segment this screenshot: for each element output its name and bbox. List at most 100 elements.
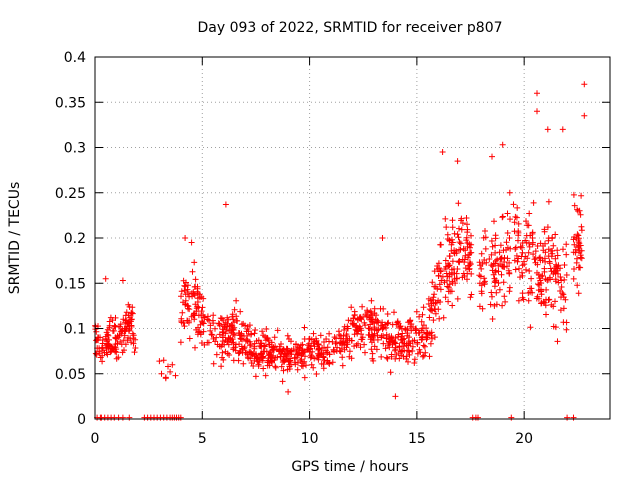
data-point (233, 297, 240, 304)
data-point (182, 283, 189, 290)
data-point (370, 357, 377, 364)
data-point (261, 348, 268, 355)
data-point (426, 353, 433, 360)
data-point (375, 319, 382, 325)
data-point (561, 262, 568, 268)
data-point (112, 314, 119, 321)
data-point (368, 346, 375, 353)
data-point (497, 255, 504, 262)
data-point (222, 348, 229, 355)
data-point (299, 341, 306, 348)
data-point (177, 414, 184, 421)
y-axis-label: SRMTID / TECUs (7, 182, 23, 295)
data-point (228, 322, 235, 329)
data-point (358, 316, 365, 323)
data-point (457, 240, 464, 247)
data-point (212, 325, 218, 332)
data-point (252, 327, 259, 333)
data-point (341, 342, 348, 349)
data-point (499, 214, 506, 221)
data-point (106, 318, 113, 325)
data-point (99, 340, 106, 347)
data-point (557, 307, 564, 314)
data-point (428, 302, 435, 309)
data-point (294, 344, 301, 350)
data-point (489, 243, 496, 250)
data-point (177, 339, 184, 346)
data-point (337, 339, 344, 346)
data-point (240, 360, 247, 367)
data-point (532, 248, 539, 255)
data-point (422, 349, 429, 356)
data-point (224, 320, 231, 327)
data-point (374, 336, 381, 343)
data-point (519, 290, 526, 297)
data-point (526, 210, 533, 217)
data-point (487, 301, 494, 308)
data-point (419, 311, 426, 318)
data-point (468, 291, 475, 298)
x-tick-label: 15 (408, 431, 426, 447)
data-point (333, 339, 340, 346)
data-point (210, 312, 217, 319)
data-point (540, 247, 547, 254)
y-tick-label: 0.1 (64, 322, 86, 338)
data-point (500, 279, 507, 286)
data-point (272, 363, 279, 370)
data-point (294, 351, 301, 357)
data-point (181, 282, 188, 289)
data-point (382, 345, 389, 352)
data-point (486, 256, 493, 262)
data-point (492, 267, 499, 274)
data-point (523, 266, 529, 273)
data-point (213, 334, 220, 341)
data-point (552, 255, 559, 262)
data-point (493, 289, 500, 296)
data-point (189, 268, 196, 275)
data-point (430, 317, 437, 324)
data-point (250, 350, 257, 356)
data-point (451, 250, 458, 257)
data-point (364, 307, 371, 314)
data-point (467, 294, 474, 301)
data-point (339, 362, 346, 369)
data-point (478, 250, 485, 257)
x-tick-label: 10 (301, 431, 319, 447)
data-point (521, 258, 527, 265)
data-point (320, 353, 327, 360)
data-point (271, 334, 278, 341)
data-point (103, 329, 110, 336)
data-point (414, 350, 421, 357)
data-point (326, 351, 333, 358)
data-point (500, 247, 507, 254)
data-point (351, 312, 358, 319)
x-axis-label: GPS time / hours (291, 459, 408, 475)
data-point (324, 344, 331, 351)
data-point (545, 246, 552, 253)
data-point (420, 342, 427, 349)
data-point (571, 266, 577, 272)
data-point (345, 317, 352, 324)
data-point (248, 331, 254, 338)
data-point (431, 291, 438, 298)
data-point (396, 343, 403, 350)
data-point (516, 265, 522, 272)
data-point (336, 331, 343, 338)
data-point (581, 81, 588, 88)
data-point (575, 290, 582, 297)
data-point (235, 350, 242, 357)
data-point (451, 276, 458, 282)
y-tick-label: 0 (77, 412, 86, 428)
data-point (528, 275, 535, 282)
data-point (515, 220, 522, 227)
data-point (262, 372, 269, 379)
data-point (432, 306, 439, 312)
data-point (251, 343, 258, 350)
data-point (372, 316, 379, 323)
data-point (407, 323, 414, 330)
data-point (489, 293, 495, 300)
data-point (436, 281, 443, 288)
data-point (299, 360, 306, 367)
data-point (427, 297, 434, 304)
data-point (449, 302, 456, 309)
